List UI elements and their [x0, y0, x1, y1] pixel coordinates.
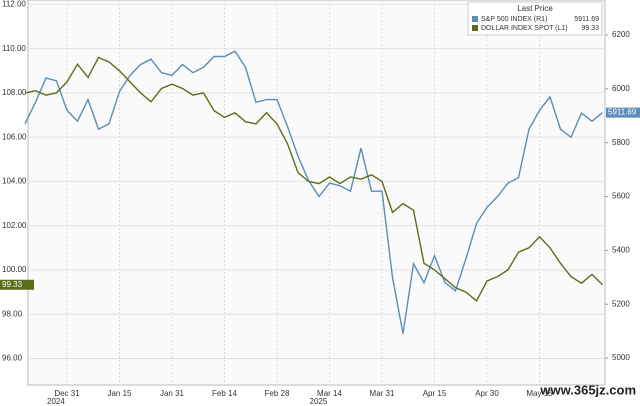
x-tick-label: Dec 31 — [54, 389, 80, 398]
legend-box — [467, 1, 603, 36]
x-tick-label: Apr 15 — [423, 389, 447, 398]
y2-tick-label: 5600 — [612, 192, 630, 201]
x-tick-label: Mar 31 — [370, 389, 395, 398]
series-line — [24, 56, 603, 302]
last-value-box — [606, 107, 640, 118]
x-tick-label: Mar 14 — [317, 389, 342, 398]
y-tick-label: 110.00 — [2, 44, 26, 53]
last-value-box — [0, 279, 34, 290]
y-tick-label: 108.00 — [2, 88, 27, 97]
y2-tick-label: 5800 — [612, 138, 630, 147]
x-tick-label: May 15 — [526, 389, 553, 398]
watermark: www.365jz.com — [539, 382, 636, 397]
y2-tick-label: 5200 — [612, 299, 630, 308]
y2-tick-label: 5000 — [612, 353, 630, 362]
year-label: 2025 — [310, 397, 328, 406]
y-tick-label: 98.00 — [2, 309, 23, 318]
last-value-label: 99.33 — [2, 280, 23, 289]
y-tick-label: 106.00 — [2, 132, 27, 141]
legend-label: S&P 500 INDEX (R1) — [481, 16, 547, 23]
series-line — [24, 50, 603, 334]
x-tick-label: Apr 30 — [475, 389, 499, 398]
last-value-label: 5911.69 — [608, 108, 637, 117]
x-tick-label: Jan 15 — [107, 389, 132, 398]
y2-tick-label: 5400 — [612, 245, 630, 254]
x-tick-label: Jan 31 — [160, 389, 185, 398]
legend-swatch — [472, 16, 478, 22]
y2-tick-label: 6200 — [612, 30, 630, 39]
legend-value: 99.33 — [581, 25, 599, 32]
x-tick-label: Feb 14 — [212, 389, 237, 398]
legend-label: DOLLAR INDEX SPOT (L1) — [481, 25, 568, 32]
year-label: 2024 — [47, 397, 65, 406]
legend: Last Price S&P 500 INDEX (R1) 5911.69 DOLLA… — [467, 1, 603, 36]
x-tick-label: Feb 28 — [265, 389, 290, 398]
y-tick-label: 112.00 — [2, 0, 26, 9]
y-tick-label: 96.00 — [2, 354, 23, 363]
y2-tick-label: 6000 — [612, 84, 630, 93]
legend-swatch — [472, 25, 478, 31]
legend-title: Last Price — [517, 4, 553, 13]
legend-value: 5911.69 — [574, 16, 599, 23]
y-tick-label: 104.00 — [2, 177, 27, 186]
y-tick-label: 102.00 — [2, 221, 27, 230]
y-tick-label: 100.00 — [2, 265, 27, 274]
